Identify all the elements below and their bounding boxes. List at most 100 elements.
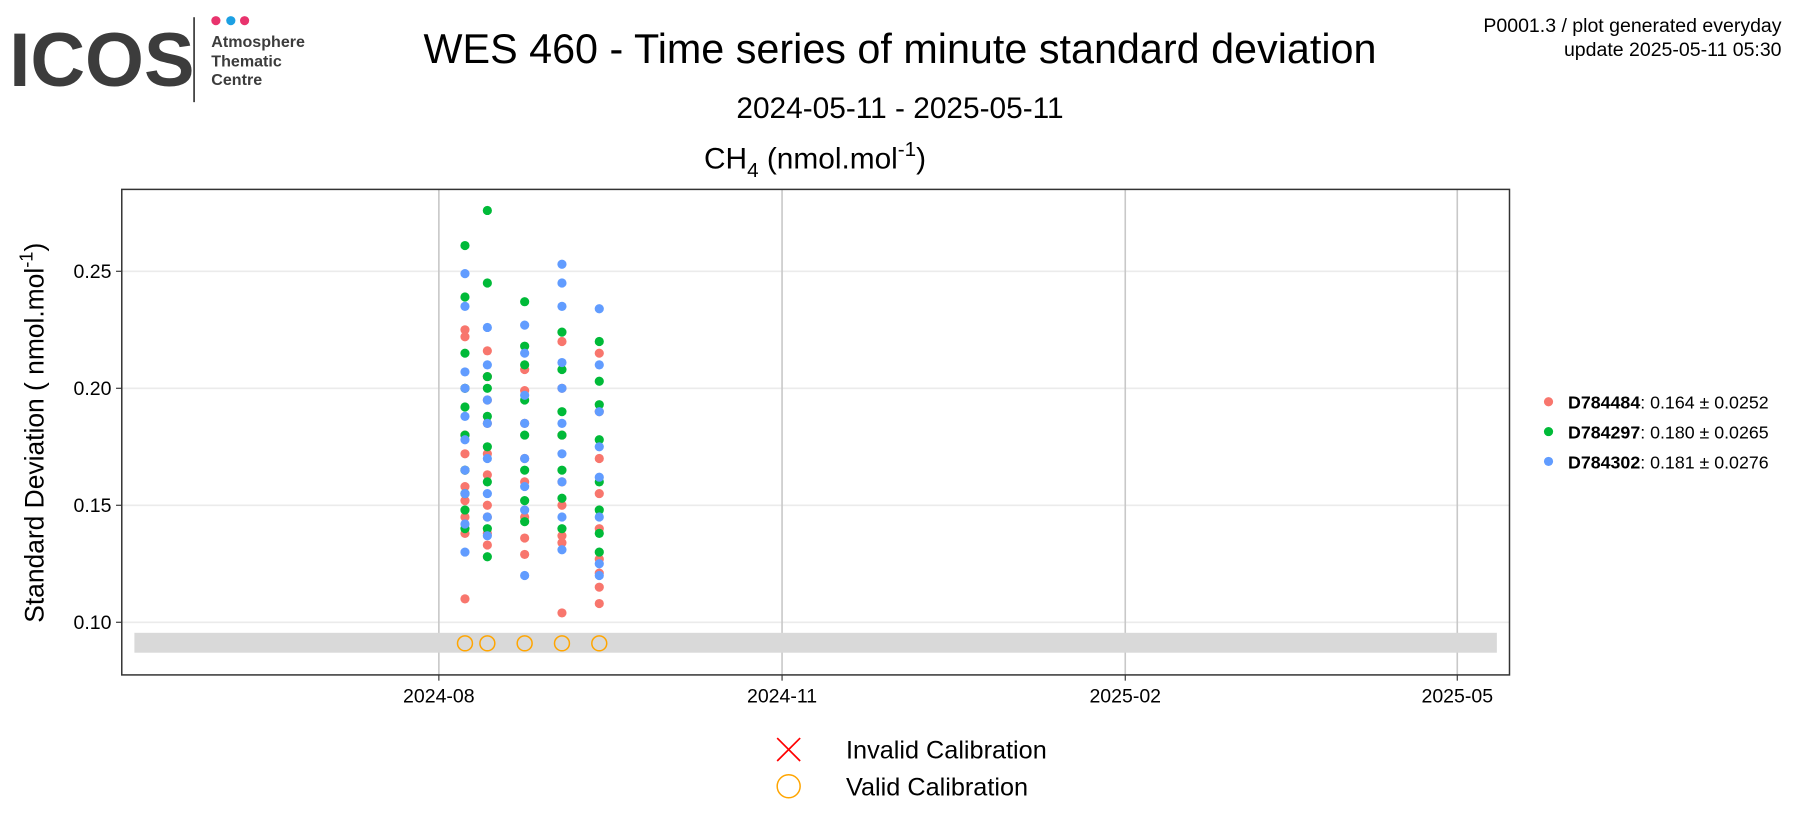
y-tick-label: 0.15 bbox=[73, 495, 111, 517]
point bbox=[460, 292, 470, 302]
point bbox=[460, 465, 470, 475]
legend-label: D784484: 0.164 ± 0.0252 bbox=[1568, 393, 1769, 413]
point bbox=[460, 512, 470, 522]
point bbox=[520, 430, 530, 440]
reference-band bbox=[134, 632, 1497, 653]
point bbox=[482, 552, 492, 562]
legend-label: Valid Calibration bbox=[846, 773, 1028, 801]
note: update 2025-05-11 05:30 bbox=[1564, 39, 1782, 61]
chart-subtitle: 2024-05-11 - 2025-05-11 bbox=[736, 92, 1063, 125]
logo-dot bbox=[226, 16, 236, 26]
panel-title-part: (nmol.mol bbox=[759, 143, 898, 176]
point bbox=[557, 477, 567, 487]
point bbox=[520, 360, 530, 370]
legend-stats: : 0.181 ± 0.0276 bbox=[1640, 452, 1769, 472]
panel-title: CH4 (nmol.mol-1) bbox=[704, 138, 926, 182]
point bbox=[460, 519, 470, 529]
point bbox=[460, 240, 470, 251]
legend-name: D784297 bbox=[1568, 422, 1640, 442]
legend-stats: : 0.164 ± 0.0252 bbox=[1640, 393, 1768, 413]
point bbox=[482, 411, 492, 421]
point bbox=[520, 505, 530, 515]
legend-swatch bbox=[776, 737, 801, 762]
logo-line: Thematic bbox=[211, 53, 282, 71]
point bbox=[557, 608, 567, 618]
point bbox=[594, 598, 604, 609]
point bbox=[460, 301, 470, 311]
point bbox=[520, 341, 530, 351]
panel-title-sub: 4 bbox=[747, 159, 758, 182]
point bbox=[482, 418, 492, 428]
point bbox=[594, 570, 604, 581]
point bbox=[557, 259, 567, 269]
point bbox=[520, 320, 530, 330]
point bbox=[520, 533, 530, 543]
chart-title: WES 460 - Time series of minute standard… bbox=[424, 26, 1377, 72]
point bbox=[482, 346, 492, 356]
point bbox=[594, 528, 604, 538]
point bbox=[594, 360, 604, 370]
point bbox=[594, 407, 604, 417]
legend-name: D784302 bbox=[1568, 452, 1640, 472]
point bbox=[557, 336, 567, 347]
point bbox=[520, 418, 530, 428]
legend-label: Invalid Calibration bbox=[846, 737, 1047, 765]
point bbox=[594, 442, 604, 452]
point bbox=[594, 582, 604, 592]
point bbox=[557, 493, 567, 503]
y-axis-label-sup: -1 bbox=[15, 251, 36, 267]
point bbox=[557, 500, 567, 510]
point bbox=[594, 376, 604, 386]
point bbox=[482, 442, 492, 452]
point bbox=[557, 545, 567, 555]
point bbox=[482, 360, 492, 370]
point bbox=[460, 269, 470, 279]
point bbox=[482, 278, 492, 288]
panel-title-part: CH bbox=[704, 143, 747, 176]
point bbox=[520, 481, 530, 492]
y-axis-label: Standard Deviation ( nmol.mol-1) bbox=[15, 243, 49, 623]
point bbox=[594, 488, 604, 499]
marks bbox=[134, 205, 1497, 653]
legend-swatch bbox=[1543, 397, 1554, 407]
panel-title-part: ) bbox=[916, 143, 926, 176]
point bbox=[557, 278, 567, 288]
point bbox=[557, 327, 567, 337]
point bbox=[594, 512, 604, 522]
point bbox=[557, 407, 567, 417]
point bbox=[557, 512, 567, 522]
point bbox=[460, 496, 470, 506]
legend-swatch bbox=[1543, 426, 1554, 437]
point bbox=[482, 540, 492, 550]
point bbox=[594, 547, 604, 557]
point bbox=[482, 477, 492, 487]
point bbox=[594, 559, 604, 569]
point bbox=[482, 383, 492, 393]
calibration-valid bbox=[516, 635, 533, 652]
logo-dot bbox=[211, 16, 221, 26]
point bbox=[460, 348, 470, 358]
point bbox=[482, 322, 492, 333]
point bbox=[557, 531, 567, 541]
plot-background bbox=[121, 189, 1510, 675]
point bbox=[460, 547, 470, 557]
point bbox=[520, 570, 530, 581]
point bbox=[482, 453, 492, 464]
logo: ICOS Atmosphere Thematic Centre bbox=[9, 16, 305, 103]
point bbox=[460, 435, 470, 445]
point bbox=[520, 348, 530, 358]
calibration-valid bbox=[553, 635, 571, 652]
point bbox=[557, 301, 567, 311]
point bbox=[520, 453, 530, 464]
legend-label: D784302: 0.181 ± 0.0276 bbox=[1568, 452, 1769, 472]
point bbox=[460, 402, 470, 412]
plot-border bbox=[121, 188, 1511, 676]
grid: 0.10 0.15 0.20 0.25 2024-08 2024-11 2025-02 202… bbox=[73, 189, 1510, 707]
y-axis-label-part: Standard Deviation ( nmol.mol bbox=[20, 268, 50, 623]
point bbox=[520, 297, 530, 307]
point bbox=[460, 488, 470, 499]
point bbox=[460, 325, 470, 335]
point bbox=[460, 411, 470, 421]
point bbox=[482, 395, 492, 405]
